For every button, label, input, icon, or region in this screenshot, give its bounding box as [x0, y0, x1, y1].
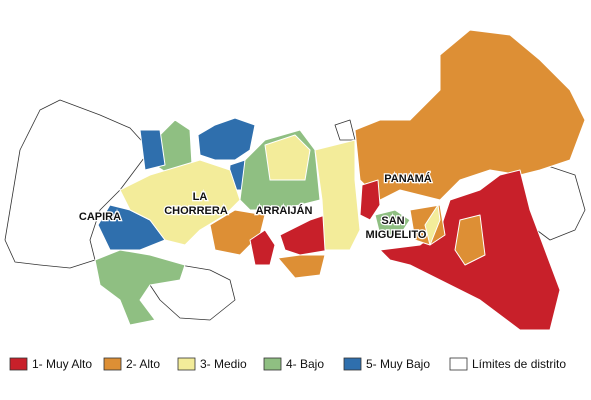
legend-swatch — [263, 357, 282, 371]
legend-swatch — [449, 357, 468, 371]
regions — [4, 29, 586, 331]
region — [4, 99, 151, 269]
region — [374, 209, 411, 236]
district-label: ARRAIJÁN — [256, 204, 313, 217]
legend-swatch — [103, 357, 122, 371]
district-label: SAN — [381, 215, 404, 227]
legend-label: 4- Bajo — [286, 357, 324, 371]
district-label: LA — [193, 191, 208, 203]
legend: 1- Muy Alto 2- Alto 3- Medio 4- Bajo 5- Muy … — [9, 357, 566, 371]
region — [197, 117, 256, 161]
region — [314, 139, 361, 251]
legend-label: 5- Muy Bajo — [366, 357, 430, 371]
region — [279, 214, 331, 256]
region — [424, 204, 441, 246]
district-labels: CAPIRA LA CHORRERA ARRAIJÁN PANAMÁ SAN M… — [78, 171, 433, 243]
region — [94, 249, 186, 326]
district-label: PANAMÁ — [384, 172, 432, 185]
region — [454, 214, 486, 266]
legend-swatch — [9, 357, 28, 371]
region — [359, 179, 381, 221]
region — [119, 159, 241, 246]
legend-label: Límites de distrito — [472, 357, 566, 371]
region — [264, 134, 311, 181]
region — [249, 229, 276, 266]
legend-swatch — [343, 357, 362, 371]
region — [277, 254, 326, 279]
legend-label: 3- Medio — [200, 357, 247, 371]
region — [354, 29, 586, 201]
legend-label: 1- Muy Alto — [32, 357, 92, 371]
district-label: CAPIRA — [79, 211, 121, 223]
region — [139, 129, 166, 171]
legend-label: 2- Alto — [126, 357, 160, 371]
district-label: MIGUELITO — [366, 229, 427, 241]
legend-swatch — [177, 357, 196, 371]
region — [334, 119, 356, 141]
district-label: CHORRERA — [164, 205, 228, 217]
